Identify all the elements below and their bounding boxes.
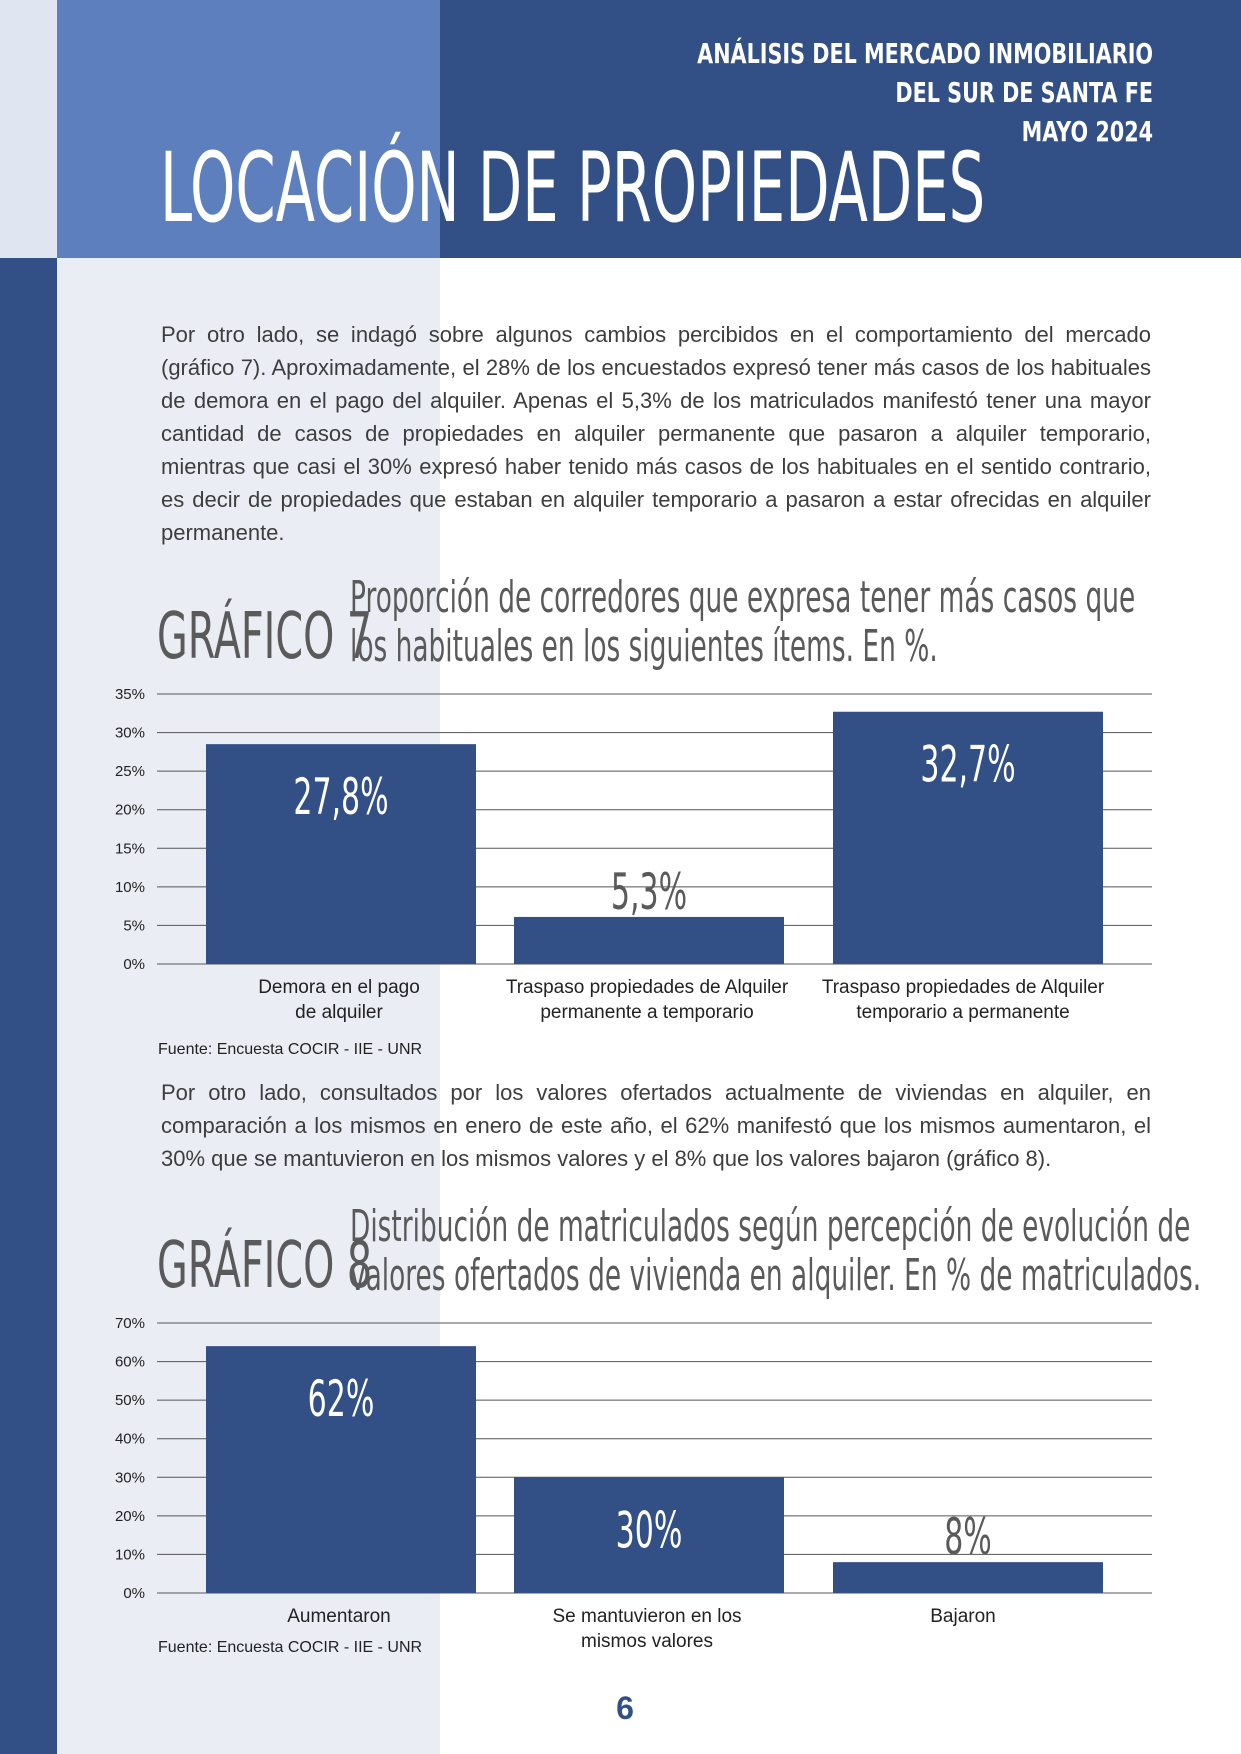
chart-8-title-line-2: valores ofertados de vivienda en alquile…: [350, 1250, 1202, 1301]
intro-paragraph: Por otro lado, se indagó sobre algunos c…: [161, 322, 1151, 545]
report-title-line-2: DEL SUR DE SANTA FE: [895, 76, 1153, 109]
chart-7-title-line-1: Proporción de corredores que expresa ten…: [350, 572, 1136, 623]
chart-7-category-1-line-1: Demora en el pago: [258, 977, 420, 998]
chart-8-intro-paragraph: Por otro lado, consultados por los valor…: [161, 1080, 1151, 1171]
chart-8-category-3-line-1: Bajaron: [930, 1606, 996, 1627]
chart-8-category-2-line-2: mismos valores: [581, 1631, 713, 1652]
chart-7-category-3-line-1: Traspaso propiedades de Alquiler: [821, 977, 1105, 998]
page-number: 6: [616, 1690, 634, 1726]
chart-7-label: GRÁFICO 7: [157, 600, 373, 674]
chart-7-category-3: Traspaso propiedades de Alquiler tempora…: [808, 975, 1118, 1025]
chart-7-category-2: Traspaso propiedades de Alquiler permane…: [492, 975, 802, 1025]
report-title: ANÁLISIS DEL MERCADO INMOBILIARIO DEL SU…: [697, 34, 1153, 151]
chart-8-category-1-line-1: Aumentaron: [287, 1606, 391, 1627]
chart-8-category-2: Se mantuvieron en los mismos valores: [492, 1604, 802, 1654]
left-blue-strip: [0, 258, 57, 1754]
chart-7-source: Fuente: Encuesta COCIR - IIE - UNR: [158, 1041, 423, 1058]
header-left-light-block: [0, 0, 57, 258]
chart-8-category-2-line-1: Se mantuvieron en los: [552, 1606, 742, 1627]
header-dark-blue-block: [440, 0, 1241, 258]
chart-7-category-3-line-2: temporario a permanente: [856, 1002, 1070, 1023]
chart-7-title-line-2: los habituales en los siguientes ítems. …: [350, 621, 938, 672]
chart-8-title-line-1: Distribución de matriculados según perce…: [350, 1201, 1191, 1252]
chart-7-category-1: Demora en el pago de alquiler: [184, 975, 494, 1025]
page-title: LOCACIÓN DE PROPIEDADES: [160, 132, 986, 244]
report-title-line-3: MAYO 2024: [1021, 115, 1153, 148]
chart-8-source: Fuente: Encuesta COCIR - IIE - UNR: [158, 1639, 423, 1656]
chart-8-label: GRÁFICO 8: [157, 1229, 373, 1303]
chart-7-category-2-line-2: permanente a temporario: [540, 1002, 754, 1023]
chart-7-category-2-line-1: Traspaso propiedades de Alquiler: [505, 977, 789, 998]
report-title-line-1: ANÁLISIS DEL MERCADO INMOBILIARIO: [697, 37, 1153, 70]
chart-8-category-1: Aumentaron: [184, 1604, 494, 1629]
chart-8-category-3: Bajaron: [808, 1604, 1118, 1629]
chart-7-category-1-line-2: de alquiler: [295, 1002, 383, 1023]
header-mid-blue-block: [57, 0, 440, 258]
